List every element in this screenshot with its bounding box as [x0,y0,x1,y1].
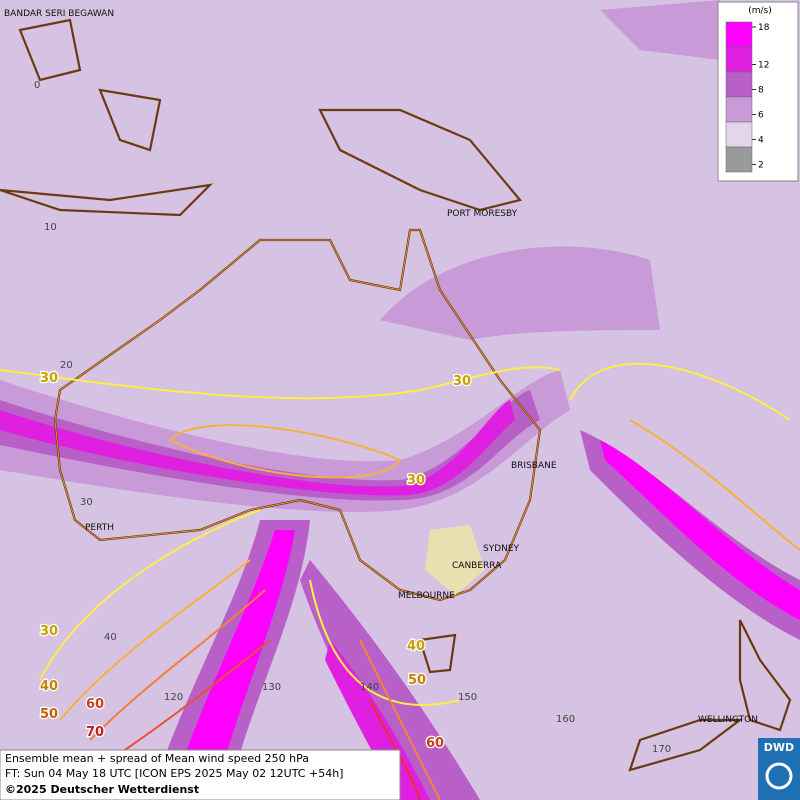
color-band [725,121,753,148]
place-label: WELLINGTON [698,715,758,725]
grid-label: 170 [652,744,671,755]
color-band [725,96,753,123]
contour-label: 40 [40,679,58,694]
color-bar: 18 12 8 6 4 2 [725,21,770,173]
color-band [725,46,753,73]
grid-label: 140 [360,682,379,693]
legend-tick-label: 18 [758,23,770,33]
contours [0,362,800,800]
contour-label: 30 [407,473,425,488]
caption: Ensemble mean + spread of Mean wind spee… [0,749,401,800]
contour-label: 40 [407,639,425,654]
grid-label: 130 [262,682,281,693]
place-label: BANDAR SERI BEGAWAN [4,9,114,19]
grid-labels: 0 10 20 30 40 120 130 140 150 160 170 [34,80,671,755]
legend-tick-label: 6 [758,111,764,121]
grid-label: 120 [164,692,183,703]
place-label: SYDNEY [483,544,520,554]
caption-line: Ensemble mean + spread of Mean wind spee… [5,752,309,765]
grid-label: 30 [80,497,93,508]
caption-line: ©2025 Deutscher Wetterdienst [5,783,199,796]
logo: DWD [758,738,800,800]
contour-label: 60 [426,736,444,751]
grid-label: 20 [60,360,73,371]
place-label: BRISBANE [511,461,557,471]
legend-tick-label: 12 [758,61,769,71]
contour-label: 50 [408,673,426,688]
logo-icon [765,762,793,790]
place-label: PORT MORESBY [447,209,518,219]
legend-unit: (m/s) [748,6,772,16]
grid-label: 160 [556,714,575,725]
legend-tick-label: 4 [758,136,764,146]
grid-label: 0 [34,80,40,91]
place-label: CANBERRA [452,561,502,571]
place-label: PERTH [85,523,114,533]
places: BANDAR SERI BEGAWAN PORT MORESBY BRISBAN… [4,9,758,725]
contour-label: 30 [40,624,58,639]
contour-label: 30 [453,374,471,389]
legend-tick-label: 2 [758,161,764,171]
contour-label: 60 [86,697,104,712]
color-band [725,21,753,48]
place-label: MELBOURNE [398,591,455,601]
grid-label: 150 [458,692,477,703]
legend-tick-label: 8 [758,86,764,96]
legend: (m/s) 18 12 8 6 4 2 [717,1,799,182]
caption-box [0,749,401,800]
color-band [725,71,753,98]
coastline [0,18,792,772]
logo-box [758,738,800,800]
contour-labels: 30 30 30 30 40 50 60 70 40 50 60 [39,370,473,753]
caption-line: FT: Sun 04 May 18 UTC [ICON EPS 2025 May… [5,767,343,780]
grid-label: 10 [44,222,57,233]
contour-label: 30 [40,371,58,386]
contour-label: 50 [40,707,58,722]
logo-text: DWD [764,741,794,754]
contour-label: 70 [86,725,104,740]
grid-label: 40 [104,632,117,643]
color-band [725,146,753,173]
